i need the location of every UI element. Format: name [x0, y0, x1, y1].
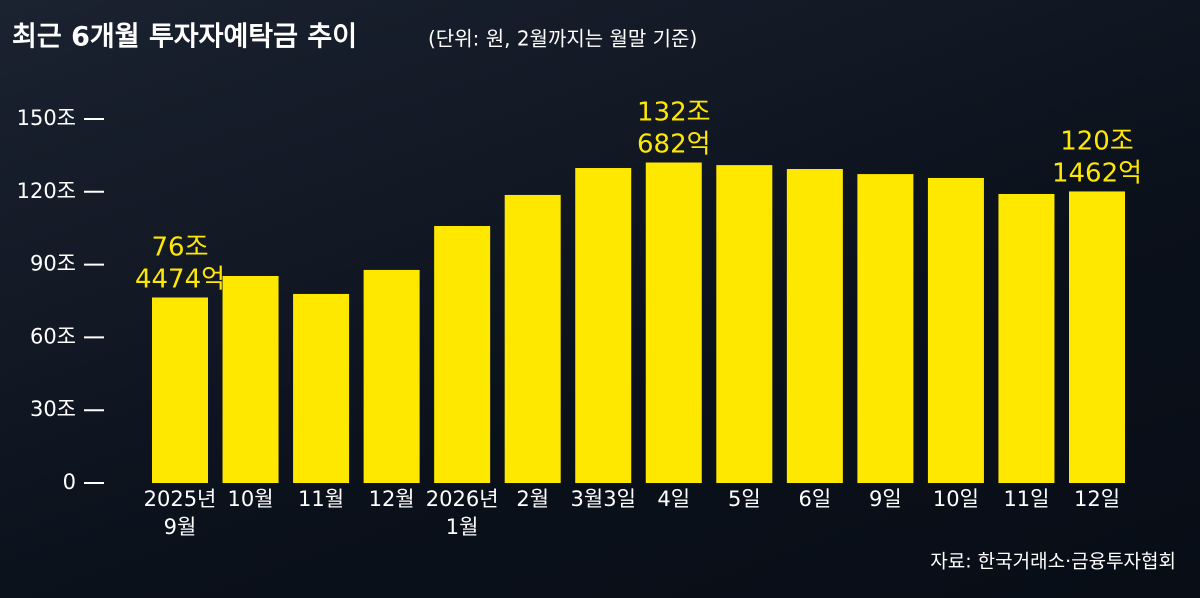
x-tick-label: 12일 [1074, 487, 1120, 511]
value-label: 132조 682억 [637, 97, 711, 159]
x-tick-label: 2월 [516, 487, 549, 511]
bar [857, 174, 914, 483]
x-tick-label: 3월3일 [571, 487, 636, 511]
bar [927, 177, 984, 483]
x-tick-label: 6일 [799, 487, 832, 511]
bar [575, 168, 632, 483]
y-tick-label: 150조 [17, 106, 76, 130]
bar [786, 168, 843, 484]
x-tick-label: 5일 [728, 487, 761, 511]
x-tick-label: 2026년 1월 [426, 487, 499, 539]
bar [504, 194, 561, 484]
x-tick-label: 4일 [657, 487, 690, 511]
x-tick-label: 11일 [1003, 487, 1049, 511]
bar [998, 193, 1055, 483]
y-tick-label: 90조 [30, 252, 76, 276]
bar [222, 276, 279, 483]
bar [293, 293, 350, 483]
chart-subtitle: (단위: 원, 2월까지는 월말 기준) [428, 27, 697, 51]
bar [716, 165, 773, 483]
source: 자료: 한국거래소·금융투자협회 [930, 551, 1176, 573]
x-tick-label: 10일 [933, 487, 979, 511]
bar [363, 269, 420, 483]
value-label: 76조 4474억 [135, 232, 225, 294]
bar [434, 226, 491, 484]
bar [645, 162, 702, 483]
x-tick-label: 11월 [298, 487, 344, 511]
x-tick-label: 10월 [228, 487, 274, 511]
y-tick-label: 60조 [30, 324, 76, 348]
chart-title: 최근 6개월 투자자예탁금 추이 [12, 22, 357, 53]
value-label: 120조 1462억 [1052, 126, 1142, 188]
y-tick-label: 30조 [30, 397, 76, 421]
x-tick-label: 12월 [369, 487, 415, 511]
x-tick-label: 9일 [869, 487, 902, 511]
y-tick-label: 120조 [17, 179, 76, 203]
y-tick-label: 0 [63, 470, 76, 494]
bar [152, 297, 208, 483]
bar [1069, 191, 1125, 483]
x-tick-label: 2025년 9월 [144, 487, 217, 539]
